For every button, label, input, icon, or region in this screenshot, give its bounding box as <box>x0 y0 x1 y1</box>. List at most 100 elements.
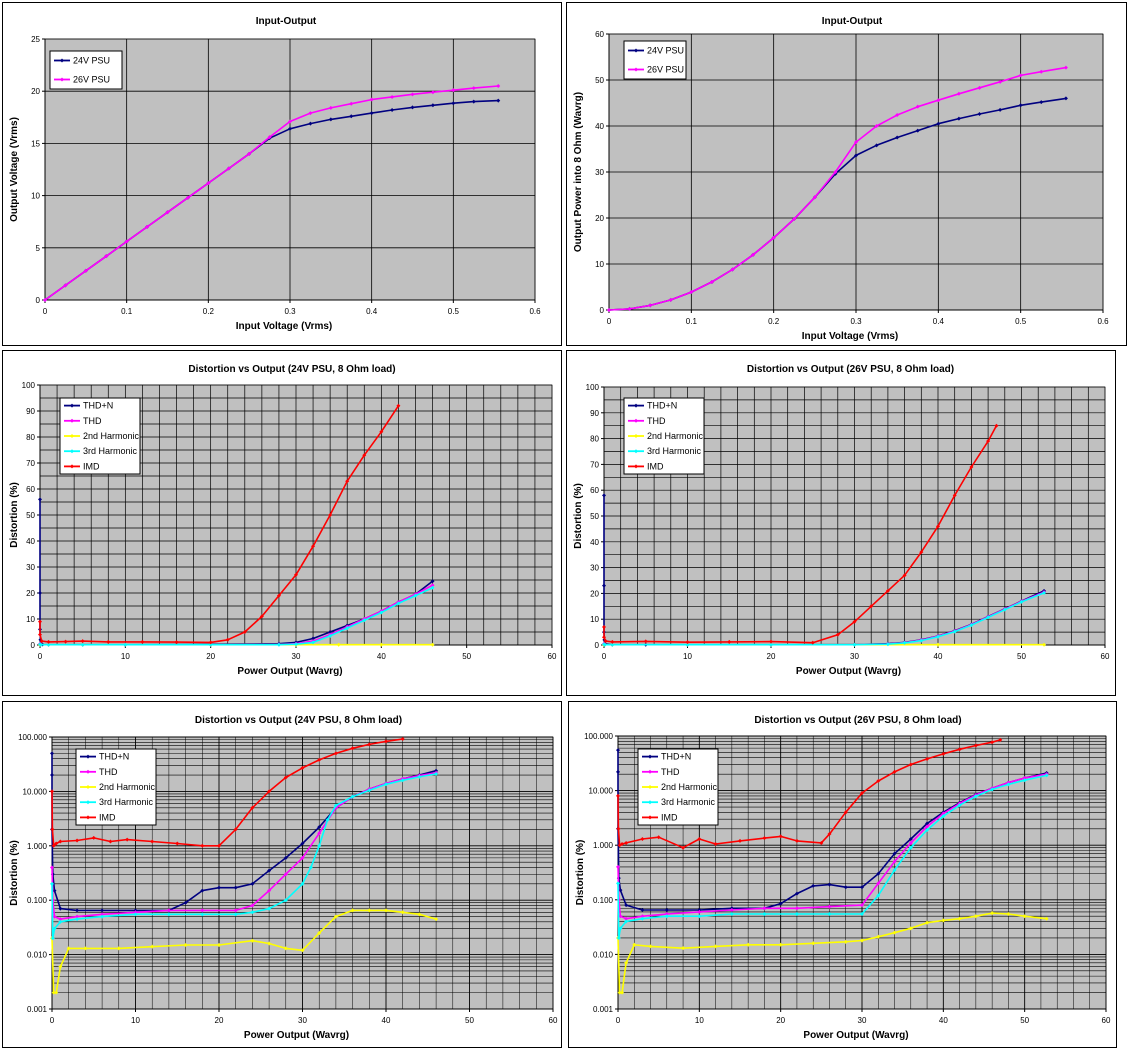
y-tick-label: 1.000 <box>27 842 48 851</box>
series-line-3rd-harmonic <box>603 592 1045 646</box>
legend-label: THD+N <box>661 752 691 762</box>
x-tick-label: 30 <box>292 652 301 661</box>
data-point-26v-psu <box>496 83 501 88</box>
x-tick-label: 0.1 <box>686 317 698 326</box>
data-point-imd <box>643 639 648 644</box>
y-tick-label: 0 <box>31 641 36 650</box>
data-point-3rd-harmonic <box>345 626 350 631</box>
x-tick-label: 0.1 <box>121 307 133 316</box>
data-point-imd <box>727 639 732 644</box>
data-point-imd <box>328 513 333 517</box>
data-point-3rd-harmonic <box>602 642 607 647</box>
data-point-imd <box>362 453 367 458</box>
data-point-26v-psu <box>145 224 150 229</box>
data-point-thd-n <box>38 497 42 502</box>
x-tick-label: 30 <box>298 1016 307 1025</box>
data-point-imd <box>50 827 55 832</box>
data-point-26v-psu <box>267 135 272 140</box>
data-point-3rd-harmonic <box>610 642 615 647</box>
data-point-thd <box>300 855 305 860</box>
data-point-thd-n <box>908 836 913 841</box>
x-tick-label: 50 <box>462 652 471 661</box>
data-point-imd <box>998 737 1003 742</box>
x-tick-label: 60 <box>549 1016 558 1025</box>
data-point-3rd-harmonic <box>396 601 401 606</box>
data-point-imd <box>713 842 718 847</box>
data-point-imd <box>616 793 620 798</box>
data-point-24v-psu <box>915 128 920 133</box>
legend-marker <box>648 769 652 774</box>
data-point-3rd-harmonic <box>902 640 907 645</box>
data-point-26v-psu <box>689 290 694 295</box>
legend: THD+N THD 2nd Harmonic 3rd Harmonic IMD <box>75 748 157 826</box>
data-point-imd <box>46 639 51 644</box>
data-point-imd <box>200 843 205 848</box>
data-point-26v-psu <box>430 90 435 95</box>
data-point-24v-psu <box>471 99 476 104</box>
data-point-2nd-harmonic <box>617 990 622 995</box>
data-point-3rd-harmonic <box>317 843 322 848</box>
data-point-2nd-harmonic <box>681 946 686 951</box>
x-tick-label: 30 <box>858 1016 867 1025</box>
data-point-imd <box>38 632 42 637</box>
y-axis-label: Output Voltage (Vrms) <box>9 117 20 222</box>
data-point-2nd-harmonic <box>936 642 940 647</box>
series-2nd-harmonic <box>616 911 1049 995</box>
data-point-3rd-harmonic <box>952 629 957 634</box>
data-point-26v-psu <box>833 170 838 174</box>
data-point-3rd-harmonic <box>729 911 734 916</box>
y-tick-label: 25 <box>31 35 40 44</box>
x-tick-label: 40 <box>934 652 943 661</box>
legend-label: 26V PSU <box>647 65 684 75</box>
x-axis-label: Power Output (Wavrg) <box>803 1030 908 1041</box>
data-point-26v-psu <box>451 88 456 93</box>
data-point-2nd-harmonic <box>811 941 816 946</box>
data-point-3rd-harmonic <box>1006 782 1011 787</box>
x-tick-label: 0.2 <box>203 307 215 316</box>
data-point-thd <box>624 916 629 921</box>
data-point-thd-n <box>624 903 629 908</box>
data-point-3rd-harmonic <box>957 803 962 808</box>
data-point-thd <box>267 888 272 893</box>
data-point-2nd-harmonic <box>250 938 255 943</box>
legend-label: IMD <box>661 812 678 822</box>
legend-label: 3rd Harmonic <box>647 446 702 456</box>
y-tick-label: 0.100 <box>27 896 48 905</box>
data-point-2nd-harmonic <box>350 908 355 913</box>
data-point-2nd-harmonic <box>860 938 864 943</box>
data-point-thd-n <box>183 900 188 905</box>
data-point-thd <box>283 872 288 877</box>
series-line-3rd-harmonic <box>39 587 433 646</box>
data-point-3rd-harmonic <box>283 898 288 903</box>
y-tick-label: 10 <box>595 260 604 269</box>
legend-label: THD+N <box>647 401 677 411</box>
y-tick-label: 15 <box>31 139 40 148</box>
legend-label: THD+N <box>83 401 113 411</box>
data-point-imd <box>317 757 322 762</box>
data-point-imd <box>778 834 783 839</box>
data-point-3rd-harmonic <box>1002 607 1007 612</box>
data-point-imd <box>843 810 848 815</box>
legend: 24V PSU 26V PSU <box>49 50 123 90</box>
data-point-2nd-harmonic <box>384 908 388 913</box>
data-point-24v-psu <box>410 105 415 110</box>
data-point-imd <box>620 842 625 847</box>
data-point-26v-psu <box>165 210 170 215</box>
data-point-thd-n <box>283 855 288 860</box>
legend-marker <box>634 418 638 423</box>
data-point-imd <box>990 740 995 745</box>
data-point-2nd-harmonic <box>1022 914 1027 919</box>
y-tick-label: 60 <box>26 485 35 494</box>
y-axis-label: Output Power into 8 Ohm (Wavrg) <box>573 92 584 252</box>
data-point-3rd-harmonic <box>969 623 974 628</box>
data-point-3rd-harmonic <box>333 803 338 808</box>
data-point-26v-psu <box>43 298 47 302</box>
data-point-imd <box>986 439 991 444</box>
data-point-3rd-harmonic <box>794 911 799 916</box>
data-point-imd <box>75 838 80 843</box>
data-point-thd-n <box>50 751 54 756</box>
data-point-thd <box>52 914 57 919</box>
data-point-3rd-harmonic <box>250 910 255 915</box>
x-axis-label: Power Output (Wavrg) <box>237 666 342 677</box>
data-point-3rd-harmonic <box>640 916 645 921</box>
